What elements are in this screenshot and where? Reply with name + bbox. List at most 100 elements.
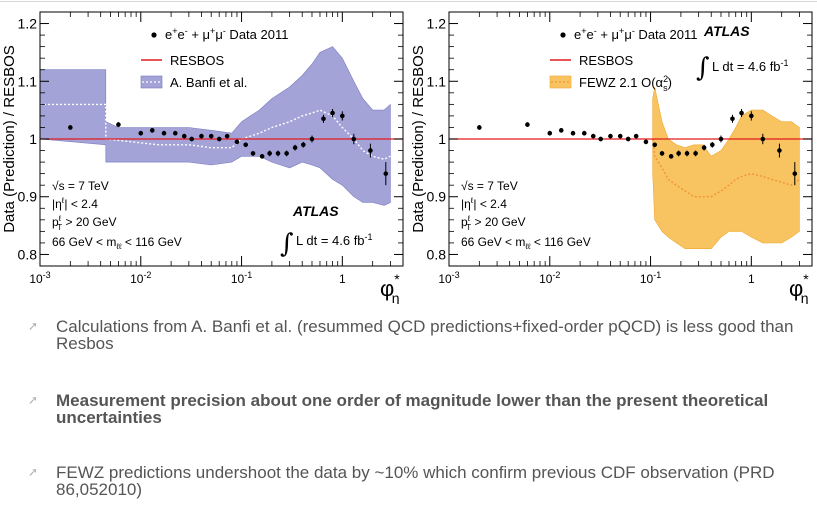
y-tick-label: 1 <box>29 131 37 147</box>
data-point <box>590 133 596 139</box>
y-tick-label: 0.9 <box>18 189 38 205</box>
data-point <box>792 171 798 176</box>
data-point <box>309 136 315 142</box>
info-energy: √s = 7 TeV <box>52 179 109 193</box>
x-tick-label: 10-3 <box>29 270 50 286</box>
bullet-text: FEWZ predictions undershoot the data by … <box>56 463 775 499</box>
x-axis-title: φ* η <box>789 271 809 304</box>
data-point <box>301 142 306 148</box>
data-point <box>625 136 631 142</box>
data-point <box>598 136 603 142</box>
data-point <box>652 142 658 148</box>
data-point <box>570 130 576 136</box>
data-point <box>676 151 681 156</box>
data-point <box>116 122 121 127</box>
data-point <box>368 148 373 153</box>
banfi-uncertainty-band <box>39 46 391 206</box>
data-point <box>208 133 214 139</box>
data-point <box>777 148 782 153</box>
data-point <box>659 151 665 156</box>
info-mass-window: 66 GeV < mℓℓ < 116 GeV <box>52 235 182 251</box>
data-point <box>718 136 724 142</box>
info-pt-cut: pℓ T > 20 GeV <box>52 214 117 232</box>
data-point <box>234 139 240 145</box>
legend-data-marker <box>560 32 566 38</box>
data-point <box>284 151 289 156</box>
arrow-icon: ➚ <box>28 319 39 333</box>
y-tick-label: 1.2 <box>427 16 447 32</box>
lumi-label: L dt = 4.6 fb-1 <box>296 232 373 248</box>
left-chart: 0.8 0.9 1 1.1 1.2 10-3 10-2 10-1 1 Data (Predicti… <box>1 11 404 304</box>
legend-data-marker <box>151 32 157 38</box>
x-tick-label: 10-1 <box>640 270 661 286</box>
info-energy: √s = 7 TeV <box>461 179 518 193</box>
data-point <box>321 116 326 122</box>
data-point <box>608 133 613 139</box>
data-point <box>68 125 73 130</box>
data-point <box>259 154 265 159</box>
info-eta-cut: |ηℓ| < 2.4 <box>52 196 98 211</box>
x-tick-label: 10-2 <box>539 270 560 286</box>
data-point <box>292 145 298 150</box>
arrow-icon: ➚ <box>28 393 39 407</box>
right-chart: 0.8 0.9 1 1.1 1.2 10-3 10-2 10-1 1 Data (Predicti… <box>410 11 813 304</box>
data-point <box>330 110 335 116</box>
fewz-uncertainty-band <box>652 86 800 249</box>
data-point <box>739 110 744 116</box>
x-axis-title: φ* η <box>380 271 400 304</box>
x-tick-label: 10-3 <box>438 270 459 286</box>
lumi-label: L dt = 4.6 fb-1 <box>712 58 789 74</box>
bullet-text: Measurement precision about one order of… <box>56 391 769 427</box>
x-tick-label: 1 <box>748 272 755 286</box>
data-point <box>684 151 690 156</box>
legend-resbos-label: RESBOS <box>170 53 225 68</box>
y-tick-label: 1.1 <box>427 73 447 89</box>
data-point <box>189 136 194 142</box>
data-point <box>340 113 345 119</box>
data-point <box>351 136 357 142</box>
y-tick-label: 0.8 <box>427 246 447 262</box>
data-point <box>643 139 649 145</box>
info-pt-cut: pℓ T > 20 GeV <box>461 214 526 232</box>
data-point <box>749 113 754 119</box>
y-tick-label: 0.9 <box>427 189 447 205</box>
data-point <box>477 125 482 130</box>
y-axis-title: Data (Prediction) / RESBOS <box>1 45 18 233</box>
data-point <box>250 151 256 156</box>
legend-model-label: A. Banfi et al. <box>170 75 247 90</box>
fewz-central-line <box>652 138 800 198</box>
data-point <box>633 133 639 139</box>
data-point <box>730 116 735 122</box>
data-point <box>138 130 144 136</box>
data-point <box>710 142 715 148</box>
integral-sign: ∫ <box>696 53 710 83</box>
bullet-text: Calculations from A. Banfi et al. (resum… <box>56 317 794 353</box>
info-eta-cut: |ηℓ| < 2.4 <box>461 196 507 211</box>
data-point <box>199 133 204 139</box>
integral-sign: ∫ <box>280 229 294 259</box>
legend-data-label: e+e- + μ+μ- Data 2011 <box>165 26 288 42</box>
atlas-label: ATLAS <box>292 203 339 219</box>
legend-data-label: e+e- + μ+μ- Data 2011 <box>574 26 697 42</box>
data-point <box>275 151 281 156</box>
arrow-icon: ➚ <box>28 465 39 479</box>
y-tick-label: 1 <box>438 131 446 147</box>
data-point <box>161 130 167 136</box>
data-point <box>547 130 553 136</box>
data-point <box>701 145 707 150</box>
data-point <box>525 122 530 127</box>
atlas-label: ATLAS <box>703 23 750 39</box>
y-tick-label: 1.2 <box>18 16 38 32</box>
y-axis-title: Data (Prediction) / RESBOS <box>410 45 427 233</box>
info-mass-window: 66 GeV < mℓℓ < 116 GeV <box>461 235 591 251</box>
data-point <box>383 171 389 176</box>
data-point <box>581 130 587 136</box>
x-tick-label: 10-1 <box>231 270 252 286</box>
top-divider <box>0 1 817 2</box>
data-point <box>617 133 623 139</box>
data-point <box>760 136 766 142</box>
data-point <box>216 136 222 142</box>
data-point <box>181 133 187 139</box>
data-point <box>558 128 564 133</box>
y-tick-label: 1.1 <box>18 73 38 89</box>
